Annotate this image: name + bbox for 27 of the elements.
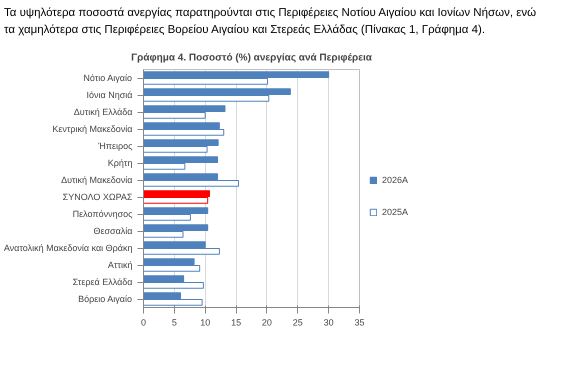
x-tick-label: 20	[262, 318, 272, 328]
y-tick-label: Αττική	[108, 260, 133, 270]
y-tick-label: Πελοπόννησος	[72, 209, 134, 219]
legend-label: 2025Α	[382, 207, 408, 217]
y-tick-label: Θεσσαλία	[93, 226, 133, 236]
y-tick-label: Βόρειο Αιγαίο	[78, 294, 132, 304]
y-tick-label: Ιόνια Νησιά	[86, 90, 133, 100]
x-tick-label: 15	[231, 318, 242, 328]
x-tick-label: 5	[172, 318, 177, 328]
legend-label: 2026Α	[382, 175, 408, 185]
text: Τα υψηλότερα ποσοστά ανεργίας παρατηρούνται στις Περιφέρειες Νοτίου Αιγαίου και Ιονίων Νήσων, ενώ	[4, 7, 536, 19]
y-tick-label: Δυτική Μακεδονία	[61, 175, 133, 185]
chart-title: Γράφημα 4. Ποσοστό (%) ανεργίας ανά Περιφέρεια	[131, 52, 373, 64]
y-tick-label: ΣΥΝΟΛΟ ΧΩΡΑΣ	[62, 192, 133, 202]
y-tick-label: Κρήτη	[108, 158, 133, 168]
y-tick-label: Ανατολική Μακεδονία και Θράκη	[4, 243, 133, 253]
x-tick-label: 25	[292, 318, 303, 328]
y-tick-label: Κεντρική Μακεδονία	[52, 124, 133, 134]
x-tick-label: 10	[200, 318, 210, 328]
y-tick-label: Δυτική Ελλάδα	[74, 107, 133, 117]
text: τα χαμηλότερα στις Περιφέρειες Βορείου Αιγαίου και Στερεάς Ελλάδας (Πίνακας 1, Γράφημα 4).	[4, 24, 486, 36]
y-tick-label: Νότιο Αιγαίο	[83, 73, 132, 83]
y-tick-label: Ήπειρος	[97, 141, 134, 151]
x-tick-label: 0	[140, 318, 146, 328]
y-tick-label: Στερεά Ελλάδα	[72, 277, 133, 287]
x-tick-label: 30	[324, 318, 334, 328]
x-tick-label: 35	[354, 318, 365, 328]
